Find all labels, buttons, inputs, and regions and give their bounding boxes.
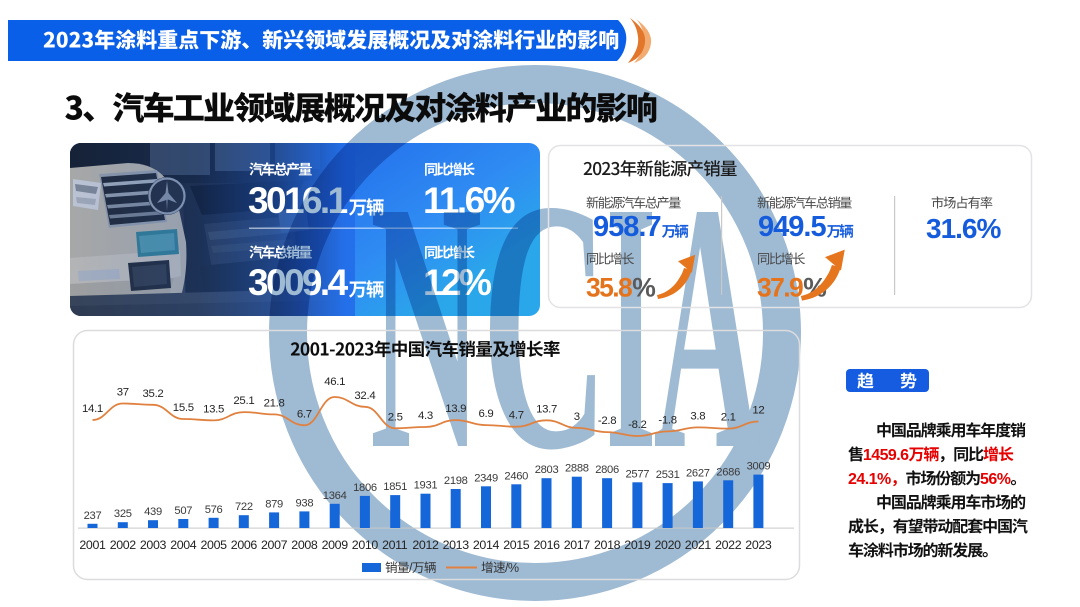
svg-text:439: 439 xyxy=(144,506,162,518)
svg-text:2531: 2531 xyxy=(656,469,680,481)
svg-text:576: 576 xyxy=(205,504,223,516)
svg-text:2008: 2008 xyxy=(291,538,318,552)
svg-text:6.7: 6.7 xyxy=(297,408,312,420)
svg-text:6.9: 6.9 xyxy=(479,408,494,420)
svg-text:14.1: 14.1 xyxy=(82,403,103,415)
svg-text:13.9: 13.9 xyxy=(445,403,466,415)
svg-text:37.9: 37.9 xyxy=(757,273,803,303)
svg-text:2627: 2627 xyxy=(686,467,710,479)
svg-text:-1.8: -1.8 xyxy=(658,414,676,426)
svg-text:2014: 2014 xyxy=(473,538,500,552)
svg-text:2002: 2002 xyxy=(110,538,137,552)
svg-text:56%: 56% xyxy=(980,471,1011,488)
svg-text:2.1: 2.1 xyxy=(721,412,736,424)
svg-text:2009: 2009 xyxy=(322,538,349,552)
svg-text:25.1: 25.1 xyxy=(233,395,254,407)
svg-text:/%: /% xyxy=(505,561,519,575)
svg-text:938: 938 xyxy=(296,497,314,509)
svg-text:2004: 2004 xyxy=(170,538,197,552)
svg-text:2023: 2023 xyxy=(745,538,772,552)
svg-text:24.1%: 24.1% xyxy=(848,471,891,488)
svg-text:2460: 2460 xyxy=(504,470,528,482)
svg-text:12: 12 xyxy=(752,405,764,417)
svg-text:15.5: 15.5 xyxy=(173,402,194,414)
svg-text:2013: 2013 xyxy=(443,538,470,552)
svg-text:2017: 2017 xyxy=(564,538,591,552)
svg-text:958.7: 958.7 xyxy=(593,211,661,243)
svg-text:2001: 2001 xyxy=(79,538,106,552)
svg-text:21.8: 21.8 xyxy=(264,397,285,409)
svg-text:2019: 2019 xyxy=(624,538,651,552)
svg-text:37: 37 xyxy=(117,387,129,399)
svg-text:2.5: 2.5 xyxy=(388,411,403,423)
svg-text:2005: 2005 xyxy=(201,538,228,552)
svg-text:879: 879 xyxy=(265,498,283,510)
svg-text:35.8: 35.8 xyxy=(586,273,632,303)
svg-text:2011: 2011 xyxy=(382,538,408,552)
svg-text:722: 722 xyxy=(235,501,253,513)
svg-text:2012: 2012 xyxy=(412,538,439,552)
svg-text:%: % xyxy=(632,273,656,303)
svg-text:2888: 2888 xyxy=(565,463,589,475)
svg-text:2349: 2349 xyxy=(474,472,498,484)
svg-text:2010: 2010 xyxy=(352,538,379,552)
svg-text:13.7: 13.7 xyxy=(536,403,557,415)
svg-text:1459.6: 1459.6 xyxy=(863,447,909,464)
svg-text:507: 507 xyxy=(174,505,192,517)
svg-text:32.4: 32.4 xyxy=(354,390,375,402)
svg-text:2022: 2022 xyxy=(715,538,742,552)
svg-text:2806: 2806 xyxy=(595,464,619,476)
svg-text:2006: 2006 xyxy=(231,538,258,552)
svg-text:35.2: 35.2 xyxy=(143,388,164,400)
svg-text:325: 325 xyxy=(114,508,132,520)
svg-text:3: 3 xyxy=(574,411,580,423)
svg-text:2198: 2198 xyxy=(444,475,468,487)
svg-text:13.5: 13.5 xyxy=(203,403,224,415)
svg-text:2016: 2016 xyxy=(534,538,561,552)
svg-text:2577: 2577 xyxy=(626,468,650,480)
svg-text:46.1: 46.1 xyxy=(324,376,345,388)
svg-text:2018: 2018 xyxy=(594,538,621,552)
svg-text:-8.2: -8.2 xyxy=(628,419,646,431)
svg-text:2021: 2021 xyxy=(685,538,712,552)
svg-text:1806: 1806 xyxy=(353,482,377,494)
svg-text:3.8: 3.8 xyxy=(690,410,705,422)
svg-text:1931: 1931 xyxy=(414,480,438,492)
svg-text:237: 237 xyxy=(84,510,102,522)
svg-text:2020: 2020 xyxy=(655,538,682,552)
svg-text:949.5: 949.5 xyxy=(758,211,826,243)
svg-text:-2.8: -2.8 xyxy=(598,415,616,427)
svg-text:31.6%: 31.6% xyxy=(926,213,1001,244)
svg-text:2003: 2003 xyxy=(140,538,167,552)
svg-text:4.3: 4.3 xyxy=(418,410,433,422)
svg-text:/: / xyxy=(409,561,413,575)
svg-text:2803: 2803 xyxy=(535,464,559,476)
svg-text:1851: 1851 xyxy=(383,481,407,493)
svg-text:3009: 3009 xyxy=(747,461,771,473)
svg-text:4.7: 4.7 xyxy=(509,410,524,422)
svg-text:1364: 1364 xyxy=(323,490,347,502)
svg-text:2015: 2015 xyxy=(503,538,530,552)
svg-text:2686: 2686 xyxy=(716,466,740,478)
svg-text:2007: 2007 xyxy=(261,538,288,552)
